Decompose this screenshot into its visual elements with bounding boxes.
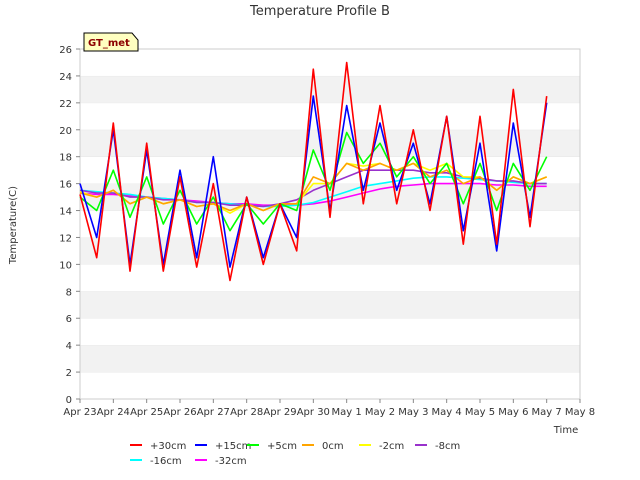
y-tick-label: 14 — [59, 207, 72, 218]
y-tick-label: 6 — [66, 314, 72, 325]
legend-item: -32cm — [195, 456, 247, 467]
grid-band — [80, 75, 580, 103]
x-tick-label: Apr 26 — [163, 407, 196, 418]
grid-band — [80, 102, 580, 130]
y-tick-label: 18 — [59, 153, 72, 164]
x-tick-label: Apr 25 — [130, 407, 163, 418]
x-tick-label: May 6 — [498, 407, 528, 418]
y-axis-label: Temperature(C) — [8, 186, 19, 265]
y-tick-label: 8 — [66, 287, 72, 298]
grid-band — [80, 264, 580, 292]
legend-label: -8cm — [435, 441, 460, 452]
y-tick-label: 22 — [59, 99, 72, 110]
x-tick-label: Apr 28 — [230, 407, 263, 418]
legend: +30cm +15cm +5cm 0cm -2cm -8cm -16cm -32cm — [130, 441, 460, 467]
x-tick-label: Apr 29 — [263, 407, 296, 418]
legend-label: +15cm — [215, 441, 251, 452]
legend-label: +5cm — [267, 441, 297, 452]
y-tick-label: 0 — [66, 395, 72, 406]
plot-bands — [80, 48, 580, 399]
x-tick-label: Apr 30 — [297, 407, 330, 418]
x-tick-label: Apr 23 — [63, 407, 96, 418]
x-tick-label: May 3 — [398, 407, 428, 418]
legend-item: -8cm — [415, 441, 460, 452]
site-label: GT_met — [88, 38, 130, 49]
series-line-16cm — [79, 176, 547, 208]
grid-band — [80, 345, 580, 373]
grid-band — [80, 291, 580, 319]
site-label-box: GT_met — [83, 32, 139, 52]
x-tick-label: May 5 — [465, 407, 495, 418]
plot-frame — [79, 48, 581, 400]
y-tick-label: 16 — [59, 180, 72, 191]
grid-band — [80, 49, 580, 76]
y-tick-label: 10 — [59, 260, 72, 271]
legend-item: -16cm — [130, 456, 182, 467]
legend-item: 0cm — [302, 441, 344, 452]
x-tick-label: May 2 — [365, 407, 395, 418]
x-tick-label: Apr 24 — [97, 407, 130, 418]
y-tick-label: 4 — [66, 341, 72, 352]
y-tick-label: 26 — [59, 45, 72, 56]
grid-band — [80, 372, 580, 399]
legend-label: 0cm — [322, 441, 344, 452]
y-tick-label: 20 — [59, 126, 72, 137]
legend-item: +5cm — [247, 441, 297, 452]
series-line-5cm — [79, 131, 548, 232]
x-tick-label: May 7 — [532, 407, 562, 418]
series-lines — [79, 61, 548, 282]
series-line-30cm — [79, 61, 548, 282]
x-tick-label: May 4 — [432, 407, 462, 418]
y-tick-label: 12 — [59, 233, 72, 244]
x-axis-label: Time — [553, 425, 578, 436]
legend-label: -2cm — [379, 441, 404, 452]
grid-band — [80, 318, 580, 346]
x-tick-label: May 8 — [565, 407, 595, 418]
chart-title: Temperature Profile B — [249, 4, 390, 19]
legend-item: +30cm — [130, 441, 186, 452]
grid-band — [80, 129, 580, 157]
y-tick-label: 24 — [59, 72, 72, 83]
x-tick-label: Apr 27 — [197, 407, 230, 418]
grid-band — [80, 156, 580, 184]
legend-label: -16cm — [150, 456, 182, 467]
legend-item: +15cm — [195, 441, 251, 452]
series-line-0cm — [79, 162, 547, 212]
grid-band — [80, 237, 580, 265]
legend-item: -2cm — [359, 441, 404, 452]
y-tick-label: 2 — [66, 368, 72, 379]
legend-label: +30cm — [150, 441, 186, 452]
legend-label: -32cm — [215, 456, 247, 467]
x-axis-ticks: Apr 23 Apr 24 Apr 25 Apr 26 Apr 27 Apr 28 Apr … — [63, 399, 595, 418]
x-tick-label: May 1 — [332, 407, 362, 418]
